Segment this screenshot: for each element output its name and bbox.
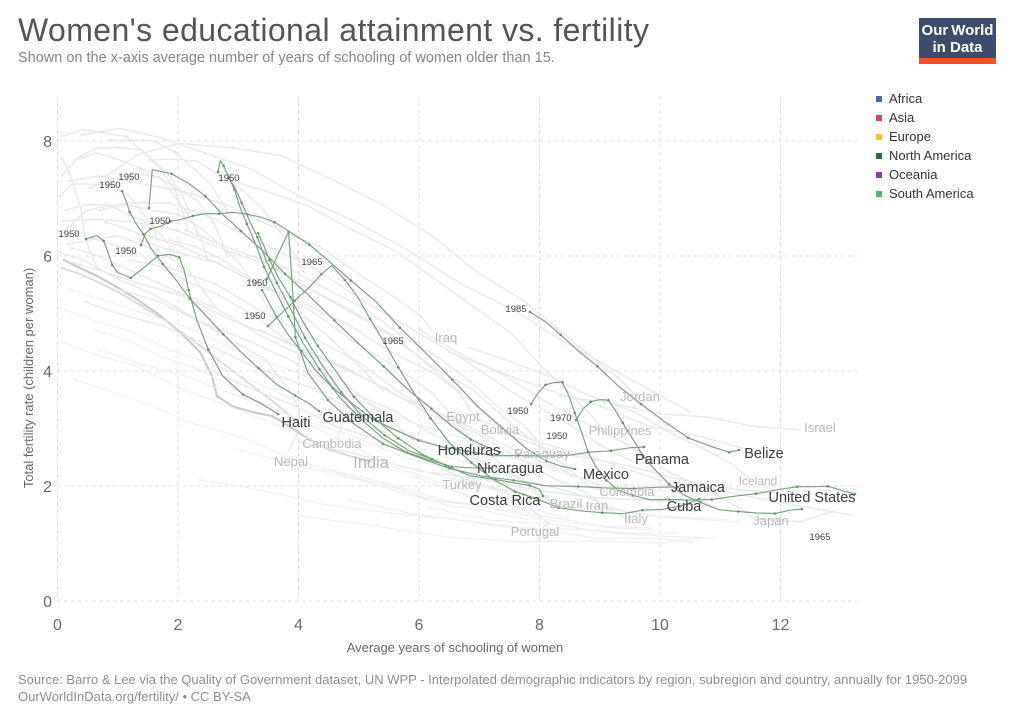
svg-text:8: 8 [43, 134, 52, 151]
svg-text:Iceland: Iceland [739, 474, 778, 488]
svg-text:Honduras: Honduras [438, 443, 501, 459]
svg-text:1950: 1950 [99, 180, 120, 191]
svg-text:6: 6 [43, 249, 52, 266]
svg-text:Brazil: Brazil [550, 496, 583, 511]
svg-text:Iraq: Iraq [435, 330, 457, 345]
svg-text:4: 4 [294, 617, 303, 634]
svg-text:0: 0 [43, 594, 52, 611]
svg-text:1950: 1950 [118, 172, 139, 183]
svg-text:1950: 1950 [115, 246, 136, 257]
svg-text:Total fertility rate (children: Total fertility rate (children per woman… [21, 268, 36, 488]
svg-text:Italy: Italy [624, 511, 648, 526]
svg-text:Average years of schooling of: Average years of schooling of women [347, 640, 564, 655]
svg-text:Jamaica: Jamaica [671, 480, 726, 496]
svg-text:Paraguay: Paraguay [514, 446, 570, 461]
svg-text:8: 8 [535, 617, 544, 634]
svg-text:1950: 1950 [218, 173, 239, 184]
svg-text:India: India [353, 454, 390, 472]
svg-text:Bolivia: Bolivia [481, 422, 520, 437]
svg-text:Panama: Panama [635, 452, 690, 468]
svg-text:2: 2 [43, 479, 52, 496]
svg-text:Costa Rica: Costa Rica [470, 493, 542, 509]
svg-text:Jordan: Jordan [620, 389, 660, 404]
svg-text:0: 0 [53, 617, 62, 634]
svg-text:Haiti: Haiti [281, 415, 310, 431]
svg-text:Nicaragua: Nicaragua [477, 461, 544, 477]
svg-text:1965: 1965 [809, 532, 830, 543]
svg-text:1950: 1950 [58, 229, 79, 240]
svg-text:Colombia: Colombia [600, 484, 656, 499]
svg-text:1950: 1950 [149, 216, 170, 227]
svg-text:Cuba: Cuba [667, 499, 703, 515]
svg-text:12: 12 [772, 617, 790, 634]
svg-text:Mexico: Mexico [583, 467, 629, 483]
svg-text:4: 4 [43, 364, 52, 381]
svg-text:Iran: Iran [586, 498, 608, 513]
svg-text:Israel: Israel [804, 420, 836, 435]
svg-text:1950: 1950 [507, 406, 528, 417]
svg-text:2: 2 [174, 617, 183, 634]
svg-text:Philippines: Philippines [589, 423, 652, 438]
svg-text:1950: 1950 [244, 311, 265, 322]
svg-text:Egypt: Egypt [446, 409, 480, 424]
svg-text:United States: United States [768, 490, 855, 506]
svg-text:Guatemala: Guatemala [323, 410, 395, 426]
svg-text:1965: 1965 [382, 336, 403, 347]
svg-text:Belize: Belize [744, 446, 784, 462]
svg-text:10: 10 [651, 617, 669, 634]
svg-text:1950: 1950 [546, 431, 567, 442]
svg-text:1965: 1965 [301, 257, 322, 268]
svg-text:1985: 1985 [505, 304, 526, 315]
svg-text:1970: 1970 [550, 413, 571, 424]
svg-text:Cambodia: Cambodia [302, 436, 362, 451]
svg-text:Japan: Japan [753, 513, 788, 528]
svg-text:Portugal: Portugal [511, 524, 560, 539]
svg-text:1950: 1950 [246, 278, 267, 289]
svg-text:Turkey: Turkey [442, 477, 482, 492]
svg-text:6: 6 [415, 617, 424, 634]
svg-text:Nepal: Nepal [274, 454, 308, 469]
